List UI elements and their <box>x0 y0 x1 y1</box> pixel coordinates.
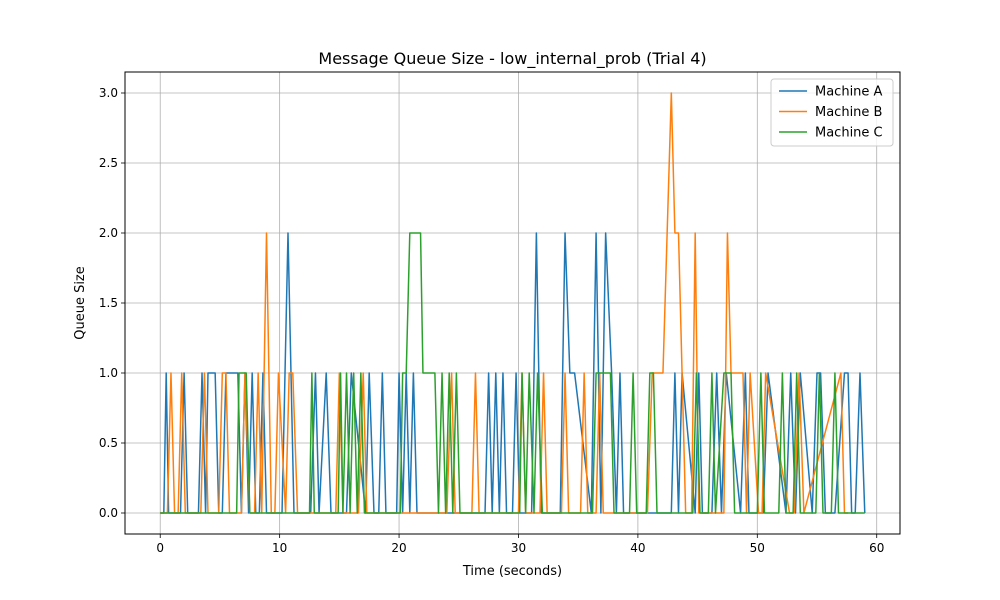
x-tick-label: 50 <box>750 541 765 555</box>
legend-entry: Machine A <box>815 85 883 100</box>
y-tick-label: 0.5 <box>99 436 118 450</box>
y-tick-label: 1.0 <box>99 366 118 380</box>
x-tick-label: 0 <box>156 541 164 555</box>
legend-entry: Machine B <box>815 105 882 120</box>
x-axis-label: Time (seconds) <box>462 564 562 579</box>
x-tick-label: 20 <box>391 541 406 555</box>
y-tick-label: 2.5 <box>99 156 118 170</box>
legend: Machine A Machine B Machine C <box>770 78 894 147</box>
axis-ticks: 0 10 20 30 40 50 60 0.0 0.5 1.0 1.5 2.0 2.5 3.0 <box>99 86 884 555</box>
x-tick-label: 30 <box>511 541 526 555</box>
legend-box <box>770 78 894 147</box>
x-tick-label: 40 <box>630 541 645 555</box>
y-tick-label: 3.0 <box>99 86 118 100</box>
legend-entry: Machine C <box>815 126 883 141</box>
x-tick-label: 60 <box>869 541 884 555</box>
series-line-machine-c <box>160 232 865 514</box>
y-tick-label: 0.0 <box>99 506 118 520</box>
series-lines <box>160 92 866 514</box>
chart-title: Message Queue Size - low_internal_prob (… <box>318 49 706 69</box>
y-tick-label: 1.5 <box>99 296 118 310</box>
x-tick-label: 10 <box>272 541 287 555</box>
y-tick-label: 2.0 <box>99 226 118 240</box>
y-axis-label: Queue Size <box>73 266 88 340</box>
